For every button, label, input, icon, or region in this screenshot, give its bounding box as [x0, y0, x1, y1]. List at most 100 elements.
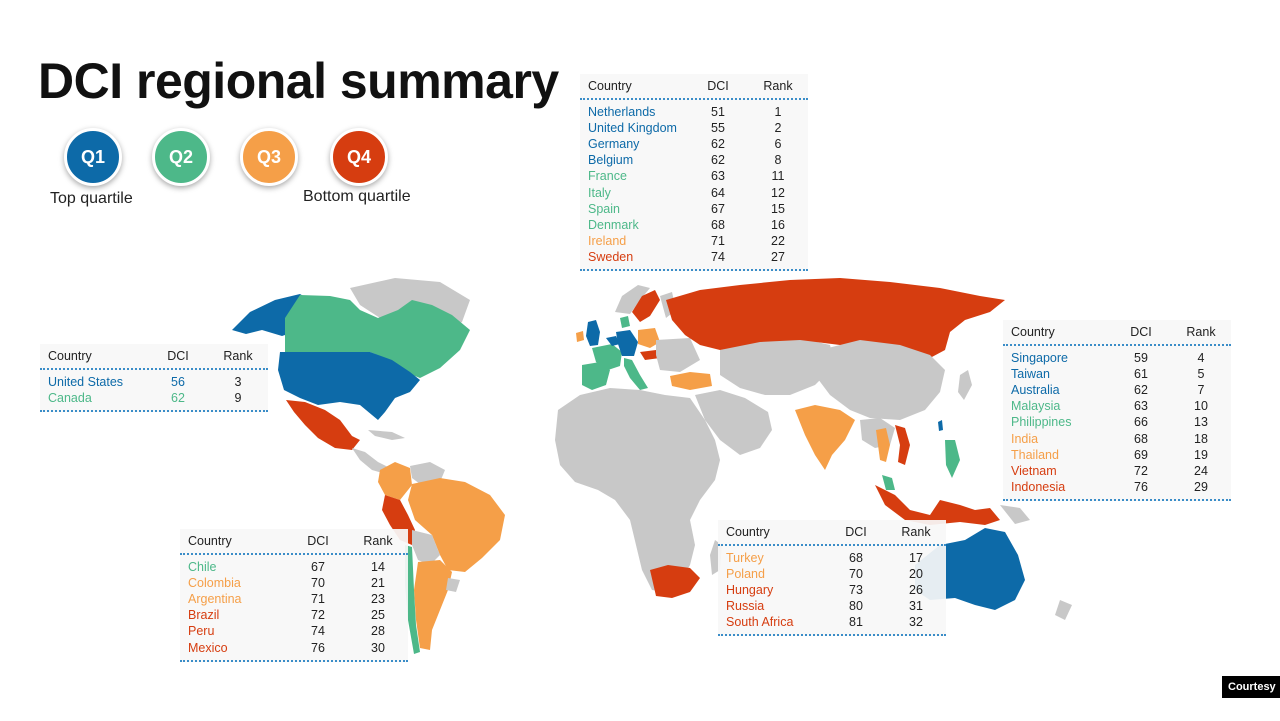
table-asia-pacific: Country DCI Rank Singapore 59 4 Taiwan 61 5 Austr…: [1003, 320, 1231, 501]
country-name: South Africa: [726, 615, 794, 630]
country-name: Ireland: [588, 233, 627, 248]
rank-value: 27: [771, 249, 785, 264]
table-footer-rule: [1003, 498, 1231, 501]
dci-value: 55: [711, 121, 725, 136]
table-row: Italy 64 12: [580, 184, 808, 200]
table-row: Denmark 68 16: [580, 217, 808, 233]
country-name: Canada: [48, 391, 92, 406]
country-name: Vietnam: [1011, 463, 1057, 478]
legend-bottom-quartile: Bottom quartile: [303, 188, 411, 205]
table-latin-america: Country DCI Rank Chile 67 14 Colombia 70 21 Argen…: [180, 529, 408, 662]
country-name: United States: [48, 375, 124, 390]
table-row: France 63 11: [580, 168, 808, 184]
rank-value: 10: [1194, 399, 1208, 414]
header-rank: Rank: [363, 534, 393, 548]
table-row: Sweden 74 27: [580, 249, 808, 265]
dci-value: 70: [849, 567, 863, 582]
table-row: Vietnam 72 24: [1003, 463, 1231, 479]
table-row: Malaysia 63 10: [1003, 398, 1231, 414]
header-country: Country: [588, 79, 632, 93]
map-arabia: [695, 390, 772, 455]
map-argentina: [414, 560, 452, 650]
country-name: India: [1011, 431, 1039, 446]
map-germany: [616, 330, 638, 356]
map-venezuela: [410, 462, 445, 484]
dci-value: 56: [171, 375, 185, 390]
dci-value: 80: [849, 599, 863, 614]
map-uruguay: [446, 578, 460, 592]
dci-value: 81: [849, 615, 863, 630]
table-footer-rule: [718, 634, 946, 637]
table-row: Poland 70 20: [718, 566, 946, 582]
rank-value: 30: [371, 640, 385, 655]
map-france: [592, 344, 622, 370]
map-colombia: [378, 462, 412, 500]
country-name: Italy: [588, 185, 611, 200]
rank-value: 22: [771, 233, 785, 248]
table-row: Hungary 73 26: [718, 582, 946, 598]
header-dci: DCI: [707, 79, 729, 93]
country-name: Mexico: [188, 640, 228, 655]
table-row: United Kingdom 55 2: [580, 120, 808, 136]
header-rank: Rank: [1186, 325, 1216, 339]
badge-q1-label: Q1: [80, 146, 105, 167]
rank-value: 23: [371, 592, 385, 607]
map-central-asia: [720, 338, 835, 395]
rank-value: 25: [371, 608, 385, 623]
dci-value: 67: [711, 201, 725, 216]
map-russia: [666, 278, 1005, 358]
rank-value: 18: [1194, 431, 1208, 446]
map-bolivia: [412, 530, 440, 565]
country-name: Singapore: [1011, 351, 1068, 366]
rank-value: 4: [1197, 351, 1205, 366]
table-header: Country DCI Rank: [40, 344, 268, 370]
dci-value: 62: [711, 153, 725, 168]
table-row: Canada 62 9: [40, 390, 268, 406]
dci-value: 62: [711, 137, 725, 152]
table-row: Belgium 62 8: [580, 152, 808, 168]
table-emerging: Country DCI Rank Turkey 68 17 Poland 70 20 Hungar…: [718, 520, 946, 637]
table-row: Australia 62 7: [1003, 382, 1231, 398]
badge-q1: Q1: [64, 128, 122, 186]
rank-value: 19: [1194, 447, 1208, 462]
header-dci: DCI: [1130, 325, 1152, 339]
rank-value: 2: [774, 121, 782, 136]
country-name: Philippines: [1011, 415, 1072, 430]
badge-q3-label: Q3: [256, 146, 281, 167]
rank-value: 31: [909, 599, 923, 614]
dci-value: 63: [711, 169, 725, 184]
rank-value: 15: [771, 201, 785, 216]
table-row: Indonesia 76 29: [1003, 479, 1231, 495]
rank-value: 13: [1194, 415, 1208, 430]
country-name: Argentina: [188, 592, 242, 607]
table-row: Brazil 72 25: [180, 607, 408, 623]
map-taiwan: [938, 420, 943, 431]
dci-value: 62: [1134, 383, 1148, 398]
dci-value: 67: [311, 560, 325, 575]
rank-value: 8: [774, 153, 782, 168]
courtesy-badge: Courtesy: [1222, 676, 1280, 698]
header-dci: DCI: [845, 525, 867, 539]
map-indonesia: [875, 485, 1000, 525]
dci-value: 68: [711, 217, 725, 232]
badge-q3: Q3: [240, 128, 298, 186]
rank-value: 11: [771, 169, 785, 184]
dci-value: 73: [849, 583, 863, 598]
map-caribbean: [368, 430, 405, 440]
rank-value: 1: [774, 105, 782, 120]
country-name: Belgium: [588, 153, 634, 168]
dci-value: 69: [1134, 447, 1148, 462]
dci-value: 74: [311, 624, 325, 639]
header-dci: DCI: [307, 534, 329, 548]
header-rank: Rank: [223, 349, 253, 363]
map-turkey: [670, 372, 712, 390]
table-row: Ireland 71 22: [580, 233, 808, 249]
table-row: Philippines 66 13: [1003, 414, 1231, 430]
country-name: Germany: [588, 137, 640, 152]
dci-value: 72: [1134, 463, 1148, 478]
table-north-america: Country DCI Rank United States 56 3 Canada 62 9: [40, 344, 268, 413]
legend-top-quartile: Top quartile: [50, 190, 133, 207]
map-vietnam: [895, 425, 910, 465]
country-name: Netherlands: [588, 105, 656, 120]
dci-value: 68: [1134, 431, 1148, 446]
